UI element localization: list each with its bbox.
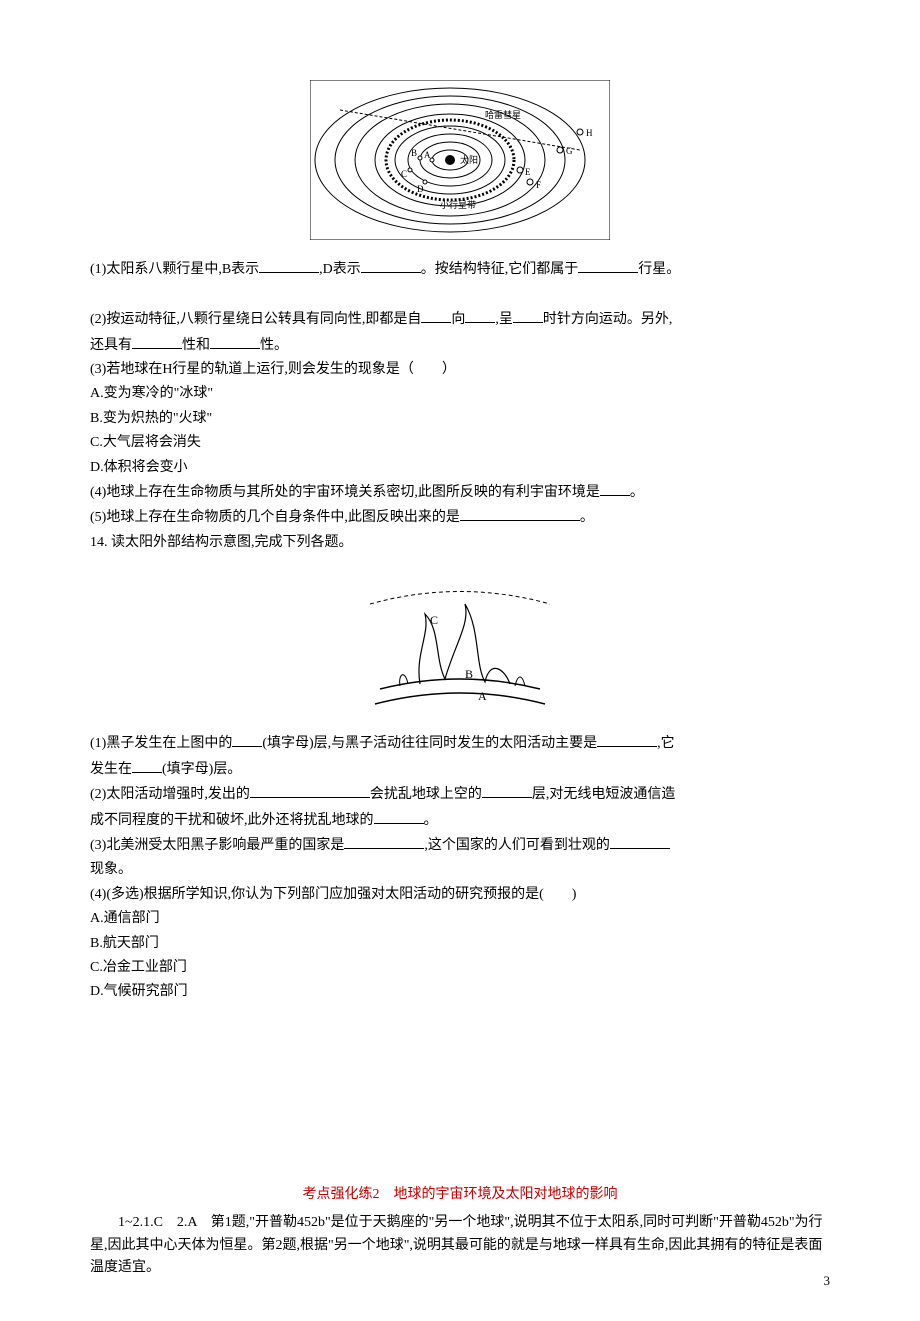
text: 还具有 [90,338,132,353]
q13-3-optC: C.大气层将会消失 [90,432,830,454]
q14-4-optB: B.航天部门 [90,933,830,955]
blank [132,758,162,773]
blank [132,334,182,349]
text: (5)地球上存在生命物质的几个自身条件中,此图反映出来的是 [90,510,460,525]
svg-text:哈雷彗星: 哈雷彗星 [485,109,521,120]
q14-1-line2: 发生在 (填字母)层。 [90,758,830,781]
q14-title: 14. 读太阳外部结构示意图,完成下列各题。 [90,532,830,554]
q13-3-optA: A.变为寒冷的"冰球" [90,383,830,405]
text: 行星。 [638,262,680,277]
text: (4)地球上存在生命物质与其所处的宇宙环境关系密切,此图所反映的有利宇宙环境是 [90,485,600,500]
blank [482,783,532,798]
text: (填字母)层,与黑子活动往往同时发生的太阳活动主要是 [262,736,597,751]
blank [232,732,262,747]
svg-text:H: H [586,128,593,138]
text: ,这个国家的人们可看到壮观的 [424,838,610,853]
q14-1-line1: (1)黑子发生在上图中的 (填字母)层,与黑子活动往往同时发生的太阳活动主要是 ,它 [90,732,830,755]
svg-text:A: A [424,150,431,160]
q13-4-line: (4)地球上存在生命物质与其所处的宇宙环境关系密切,此图所反映的有利宇宙环境是 。 [90,481,830,504]
q13-3-optB: B.变为炽热的"火球" [90,408,830,430]
blank [465,308,495,323]
text: 向 [451,312,465,327]
svg-text:太阳: 太阳 [460,154,478,165]
text: (填字母)层。 [162,762,241,777]
text: 层,对无线电短波通信造 [532,787,676,802]
blank [578,258,638,273]
q14-4-optD: D.气候研究部门 [90,981,830,1003]
text: 。按结构特征,它们都属于 [421,262,579,277]
blank [361,258,421,273]
q13-1-line: (1)太阳系八颗行星中,B表示 ,D表示 。按结构特征,它们都属于 行星。 [90,258,830,281]
blank [597,732,657,747]
q14-2-line1: (2)太阳活动增强时,发出的 会扰乱地球上空的 层,对无线电短波通信造 [90,783,830,806]
text: 成不同程度的干扰和破坏,此外还将扰乱地球的 [90,813,374,828]
text: ,它 [657,736,675,751]
text: 。 [580,510,594,525]
spacer [90,284,830,306]
blank [259,258,319,273]
blank [374,809,424,824]
text: 时针方向运动。另外, [543,312,673,327]
text: 性。 [260,338,288,353]
answer-body-text: 1~2.1.C 2.A 第1题,"开普勒452b"是位于天鹅座的"另一个地球",… [90,1212,830,1279]
svg-text:小行星带: 小行星带 [440,199,476,210]
svg-text:D: D [417,184,424,194]
svg-text:A: A [478,689,487,703]
text: (3)北美洲受太阳黑子影响最严重的国家是 [90,838,344,853]
blank [460,506,580,521]
text: 。 [424,813,438,828]
solar-system-figure: 太阳 A B C D E F G H 哈雷彗星 小行星带 [90,80,830,248]
svg-text:B: B [465,667,473,681]
text: ,呈 [495,312,513,327]
blank [513,308,543,323]
page-number: 3 [824,1271,831,1292]
sun-structure-figure: C B A [90,574,830,722]
svg-text:E: E [525,167,531,177]
q13-2-line1: (2)按运动特征,八颗行星绕日公转具有同向性,即都是自 向 ,呈 时针方向运动。另外, [90,308,830,331]
q13-3-stem: (3)若地球在H行星的轨道上运行,则会发生的现象是（ ） [90,359,830,381]
blank [421,308,451,323]
answer-section-title: 考点强化练2 地球的宇宙环境及太阳对地球的影响 [90,1184,830,1206]
svg-text:F: F [536,180,541,190]
svg-text:C: C [401,169,407,179]
blank [344,834,424,849]
text: (2)按运动特征,八颗行星绕日公转具有同向性,即都是自 [90,312,421,327]
text: (1)太阳系八颗行星中,B表示 [90,262,259,277]
q14-3-line1: (3)北美洲受太阳黑子影响最严重的国家是 ,这个国家的人们可看到壮观的 [90,834,830,857]
text: 会扰乱地球上空的 [370,787,482,802]
text: 性和 [182,338,210,353]
blank [250,783,370,798]
text: 发生在 [90,762,132,777]
q13-2-line2: 还具有 性和 性。 [90,334,830,357]
q14-4-stem: (4)(多选)根据所学知识,你认为下列部门应加强对太阳活动的研究预报的是( ) [90,884,830,906]
text: ,D表示 [319,262,361,277]
q13-5-line: (5)地球上存在生命物质的几个自身条件中,此图反映出来的是 。 [90,506,830,529]
q14-4-optC: C.冶金工业部门 [90,957,830,979]
blank [610,834,670,849]
q14-4-optA: A.通信部门 [90,908,830,930]
svg-text:G: G [566,146,573,156]
text: (2)太阳活动增强时,发出的 [90,787,250,802]
blank [210,334,260,349]
svg-text:C: C [430,613,438,627]
svg-text:B: B [411,148,417,158]
text: 。 [630,485,644,500]
text: (1)黑子发生在上图中的 [90,736,232,751]
blank [600,481,630,496]
q13-3-optD: D.体积将会变小 [90,457,830,479]
q14-2-line2: 成不同程度的干扰和破坏,此外还将扰乱地球的 。 [90,809,830,832]
q14-3-line2: 现象。 [90,859,830,881]
